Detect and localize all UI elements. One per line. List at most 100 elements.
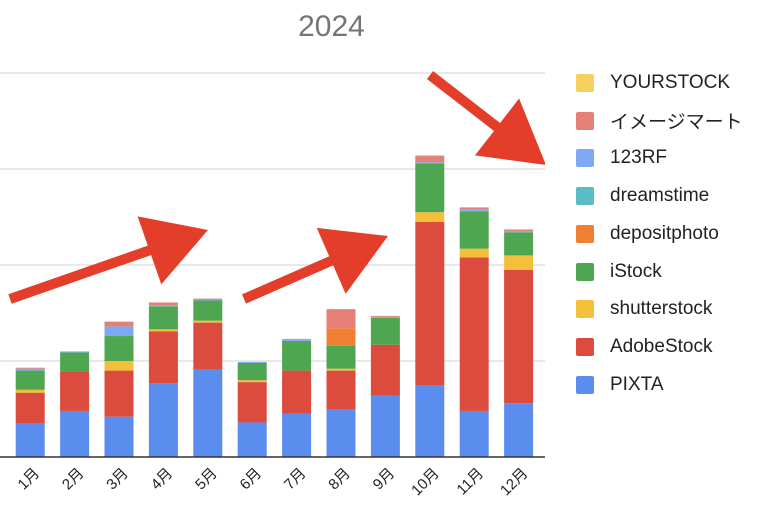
- legend-label: dreamstime: [610, 185, 710, 207]
- legend-swatch: [576, 338, 594, 357]
- bar-segment: [504, 403, 534, 457]
- bar-segment: [415, 155, 445, 163]
- x-tick-label: 11月: [453, 465, 487, 499]
- bar-segment: [415, 221, 445, 385]
- bar-segment: [326, 328, 356, 346]
- legend-label: depositphoto: [610, 222, 719, 244]
- trend-arrow: [426, 71, 545, 165]
- bar-segment: [104, 370, 134, 417]
- bars: [15, 155, 534, 457]
- x-tick-label: 2月: [59, 465, 88, 494]
- legend-swatch: [576, 224, 594, 243]
- bar-segment: [370, 317, 400, 345]
- bar-segment: [148, 306, 178, 330]
- bar-segment: [370, 395, 400, 457]
- bar-segment: [504, 229, 534, 232]
- bar-segment: [459, 257, 489, 411]
- chart-plot: 1月 2月 3月 4月 5月 6月 7月 8月 9月 10月 11月 12月: [0, 71, 545, 499]
- legend-swatch: [576, 262, 594, 281]
- legend-label: AdobeStock: [610, 336, 713, 358]
- bar-segment: [504, 231, 534, 233]
- legend-swatch: [576, 111, 594, 130]
- bar-segment: [504, 269, 534, 404]
- x-tick-labels: 1月 2月 3月 4月 5月 6月 7月 8月 9月 10月 11月 12月: [15, 465, 532, 499]
- bar-segment: [148, 329, 178, 332]
- x-tick-label: 7月: [281, 465, 310, 494]
- bar-segment: [104, 361, 134, 371]
- bar-segment: [15, 392, 45, 424]
- bar-segment: [459, 209, 489, 212]
- legend-swatch: [576, 375, 594, 394]
- bar-segment: [193, 298, 223, 300]
- bar-segment: [326, 368, 356, 371]
- x-tick-label: 9月: [370, 465, 399, 494]
- legend-item: shutterstock: [576, 291, 743, 329]
- bar-segment: [504, 232, 534, 256]
- bar-segment: [459, 410, 489, 457]
- bar-segment: [148, 302, 178, 306]
- bar-segment: [237, 380, 267, 383]
- trend-arrows: [8, 71, 545, 304]
- bar-segment: [60, 410, 90, 457]
- bar-segment: [148, 305, 178, 307]
- legend-label: PIXTA: [610, 373, 664, 395]
- bar-segment: [326, 309, 356, 329]
- bar-segment: [415, 212, 445, 222]
- legend-label: iStock: [610, 260, 662, 282]
- bar-segment: [282, 413, 312, 457]
- legend-swatch: [576, 149, 594, 168]
- bar-segment: [282, 340, 312, 371]
- x-tick-label: 1月: [15, 465, 44, 494]
- legend-item: YOURSTOCK: [576, 64, 743, 102]
- legend-item: dreamstime: [576, 177, 743, 215]
- bar-segment: [504, 255, 534, 270]
- bar-segment: [60, 351, 90, 353]
- bar-segment: [459, 211, 489, 249]
- bar-segment: [282, 370, 312, 414]
- bar-segment: [237, 362, 267, 381]
- bar-segment: [282, 339, 312, 341]
- legend-item: イメージマート: [576, 102, 743, 140]
- x-tick-label: 4月: [148, 465, 177, 494]
- bar-segment: [148, 331, 178, 384]
- bar-segment: [370, 315, 400, 317]
- bar-segment: [15, 370, 45, 390]
- gridlines: [0, 72, 545, 362]
- bar-segment: [193, 320, 223, 323]
- bar-segment: [237, 422, 267, 457]
- bar-segment: [193, 322, 223, 370]
- bar-segment: [326, 345, 356, 369]
- bar-segment: [237, 382, 267, 423]
- bar-segment: [15, 367, 45, 369]
- bar-segment: [104, 321, 134, 327]
- legend-swatch: [576, 187, 594, 206]
- bar-segment: [415, 163, 445, 213]
- legend-label: 123RF: [610, 147, 668, 169]
- bar-segment: [193, 300, 223, 321]
- legend: YOURSTOCK イメージマート 123RF dreamstime depositph…: [576, 64, 743, 404]
- x-tick-label: 3月: [103, 465, 132, 494]
- legend-item: AdobeStock: [576, 328, 743, 366]
- chart-title: 2024: [298, 10, 365, 43]
- bar-segment: [282, 338, 312, 340]
- bar-segment: [60, 371, 90, 411]
- bar-segment: [15, 389, 45, 393]
- legend-item: depositphoto: [576, 215, 743, 253]
- bar-segment: [415, 162, 445, 164]
- bar-segment: [459, 248, 489, 258]
- bar-segment: [148, 383, 178, 457]
- bar-segment: [326, 370, 356, 409]
- bar-segment: [15, 423, 45, 457]
- trend-arrow: [241, 227, 388, 304]
- x-tick-label: 6月: [237, 465, 266, 494]
- legend-item: 123RF: [576, 140, 743, 178]
- bar-segment: [15, 368, 45, 371]
- bar-segment: [193, 369, 223, 457]
- legend-item: iStock: [576, 253, 743, 291]
- bar-segment: [326, 409, 356, 457]
- bar-segment: [193, 299, 223, 301]
- trend-arrow: [8, 216, 208, 304]
- x-tick-label: 8月: [325, 465, 354, 494]
- bar-segment: [370, 344, 400, 396]
- legend-label: YOURSTOCK: [610, 71, 731, 93]
